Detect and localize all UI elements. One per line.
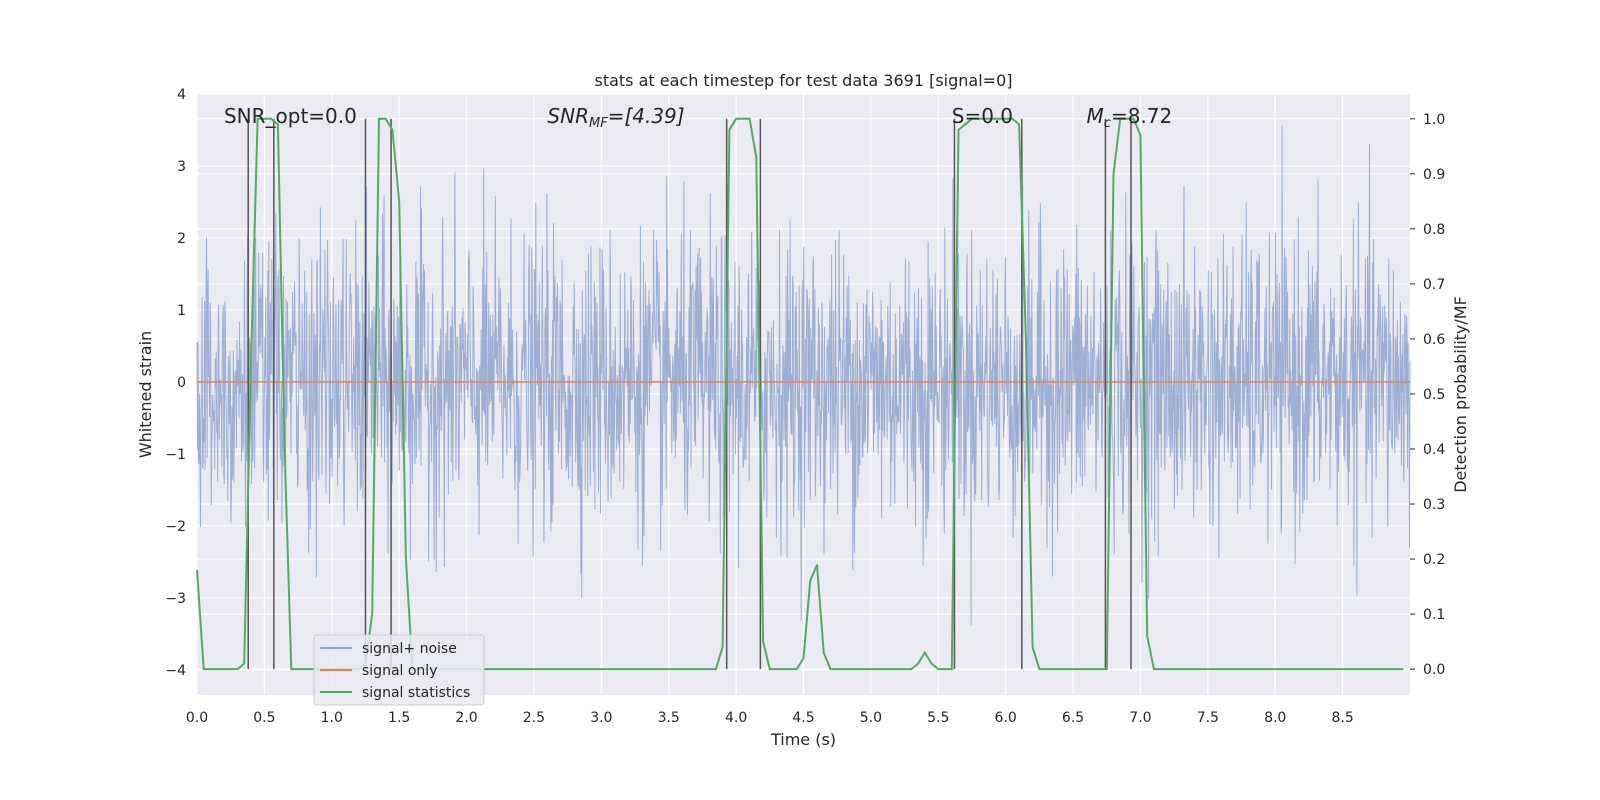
- y2-tick-label: 0.8: [1423, 222, 1445, 238]
- y2-tick-label: 0.3: [1423, 497, 1445, 513]
- x-tick-label: 4.5: [792, 710, 814, 726]
- y2-tick-label: 0.7: [1423, 277, 1445, 293]
- legend-box: [313, 634, 485, 706]
- x-tick-label: 5.0: [860, 710, 882, 726]
- y2-tick-label: 0.1: [1423, 607, 1445, 623]
- y-tick-label: −1: [165, 447, 186, 463]
- y-tick-label: −3: [165, 591, 186, 607]
- x-tick-label: 3.5: [658, 710, 680, 726]
- annotation-snr-mf-symbol: SNR: [547, 104, 589, 128]
- x-tick-label: 7.5: [1197, 710, 1219, 726]
- annotation-mc: Mc=8.72: [1087, 104, 1173, 131]
- annotation-snr-mf: SNRMF=[4.39]: [547, 104, 684, 131]
- y-tick-label: 2: [177, 231, 186, 247]
- x-axis-ticks: 0.0 0.5 1.0 1.5 2.0 2.5 3.0 3.5 4.0 4.5 5.0 5.5 6.0 6…: [186, 710, 1354, 726]
- y2-tick-label: 1.0: [1423, 112, 1445, 128]
- y-tick-label: 4: [177, 87, 186, 103]
- annotation-mc-symbol: M: [1087, 104, 1104, 128]
- signal-statistics-series: [196, 117, 1404, 671]
- x-tick-label: 4.0: [725, 710, 747, 726]
- y2-tick-label: 0.9: [1423, 167, 1445, 183]
- y-tick-label: 1: [177, 303, 186, 319]
- annotation-snr-mf-value: =[4.39]: [608, 104, 685, 128]
- y-axis-label: Whitened strain: [136, 331, 155, 458]
- annotation-snr-mf-subscript: MF: [589, 116, 608, 131]
- signal-noise-line: [196, 125, 1411, 626]
- legend-label: signal+ noise: [362, 641, 457, 657]
- signal-noise-series: [196, 125, 1411, 626]
- annotation-snr-opt: SNR_opt=0.0: [224, 104, 357, 128]
- legend: signal+ noise signal only signal statistic…: [313, 634, 485, 706]
- x-tick-label: 5.5: [927, 710, 949, 726]
- y-axis-ticks: −4 −3 −2 −1 0 1 2 3 4: [165, 87, 186, 679]
- y2-axis-ticks: 0.0 0.1 0.2 0.3 0.4 0.5 0.6 0.7 0.8 0.9 1.0: [1410, 112, 1445, 678]
- x-tick-label: 6.5: [1062, 710, 1084, 726]
- y2-tick-label: 0.6: [1423, 332, 1445, 348]
- y2-tick-label: 0.4: [1423, 442, 1445, 458]
- x-axis-label: Time (s): [770, 730, 836, 749]
- annotation-mc-subscript: c: [1104, 116, 1111, 131]
- x-tick-label: 8.5: [1331, 710, 1353, 726]
- signal-statistics-line: [196, 117, 1404, 671]
- x-tick-label: 2.5: [523, 710, 545, 726]
- x-tick-label: 1.5: [388, 710, 410, 726]
- y-tick-label: 3: [177, 159, 186, 175]
- y2-tick-label: 0.0: [1423, 662, 1445, 678]
- x-tick-label: 7.0: [1129, 710, 1151, 726]
- legend-label: signal statistics: [362, 685, 470, 701]
- x-tick-label: 3.0: [590, 710, 612, 726]
- annotation-mc-value: =8.72: [1111, 104, 1172, 128]
- chart-title: stats at each timestep for test data 369…: [594, 71, 1012, 90]
- x-tick-label: 1.0: [321, 710, 343, 726]
- legend-label: signal only: [362, 663, 437, 679]
- annotation-s: S=0.0: [952, 104, 1013, 128]
- x-tick-label: 2.0: [455, 710, 477, 726]
- x-tick-label: 6.0: [995, 710, 1017, 726]
- y-tick-label: −4: [165, 663, 186, 679]
- x-tick-label: 0.0: [186, 710, 208, 726]
- y2-tick-label: 0.5: [1423, 387, 1445, 403]
- y-tick-label: −2: [165, 519, 186, 535]
- x-tick-label: 0.5: [253, 710, 275, 726]
- x-tick-label: 8.0: [1264, 710, 1286, 726]
- y2-axis-label: Detection probability/MF: [1451, 296, 1470, 493]
- y2-tick-label: 0.2: [1423, 552, 1445, 568]
- y-tick-label: 0: [177, 375, 186, 391]
